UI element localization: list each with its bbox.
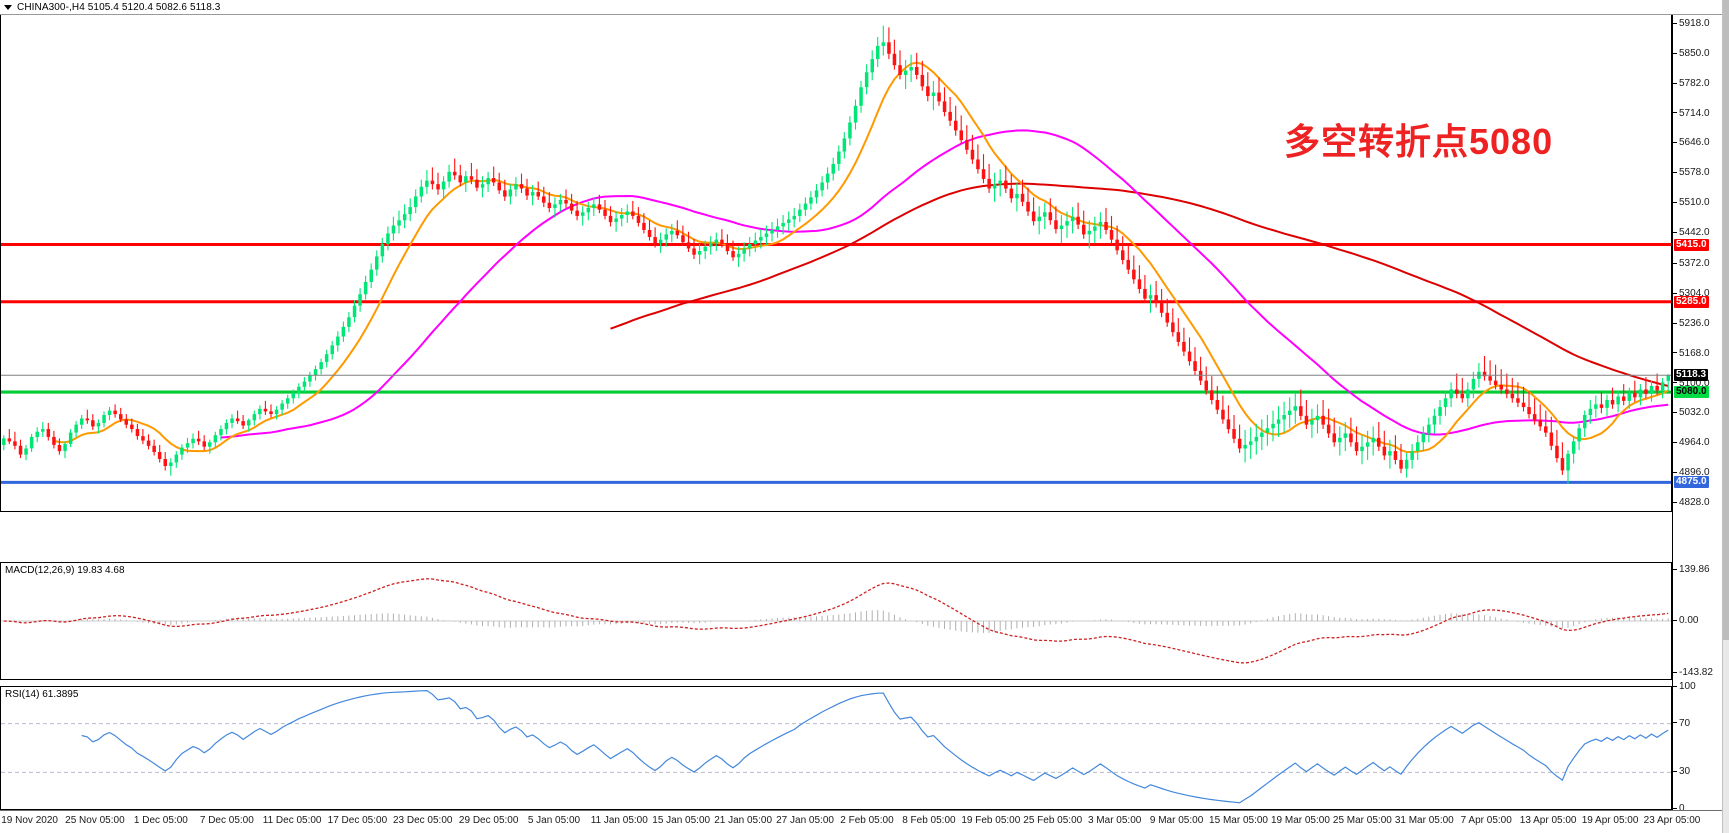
time-tick-label: 27 Jan 05:00 (776, 815, 834, 826)
price-tick: 5100.0 (1673, 378, 1710, 389)
time-tick-label: 25 Mar 05:00 (1332, 815, 1392, 826)
rsi-tick: 0 (1673, 803, 1685, 814)
rsi-label: RSI(14) 61.3895 (5, 689, 79, 700)
price-tick: 5918.0 (1673, 18, 1710, 29)
support-4875-badge[interactable]: 4875.0 (1674, 476, 1709, 489)
macd-plot (1, 578, 1671, 664)
price-plot (1, 25, 1671, 484)
time-tick-label: 15 Jan 05:00 (652, 815, 711, 826)
price-tick: 5442.0 (1673, 227, 1710, 238)
rsi-tick: 30 (1673, 766, 1690, 777)
price-tick: 5236.0 (1673, 318, 1710, 329)
price-tick: 5850.0 (1673, 48, 1710, 59)
macd-indicator-panel[interactable]: MACD(12,26,9) 19.83 4.68 (0, 562, 1672, 680)
symbol-ohlc-label: CHINA300-,H4 5105.4 5120.4 5082.6 5118.3 (17, 1, 221, 13)
time-tick-label: 9 Mar 05:00 (1149, 815, 1204, 826)
resistance-5285-badge[interactable]: 5285.0 (1674, 296, 1709, 309)
time-tick-label: 15 Mar 05:00 (1209, 815, 1268, 826)
time-tick-label: 23 Apr 05:00 (1643, 815, 1701, 826)
chart-titlebar: CHINA300-,H4 5105.4 5120.4 5082.6 5118.3 (0, 0, 1729, 15)
macd-tick: 0.00 (1673, 615, 1698, 626)
support-5080-badge[interactable]: 5080.0 (1674, 386, 1709, 399)
chevron-down-icon[interactable] (4, 4, 12, 10)
macd-tick: 139.86 (1673, 564, 1710, 575)
time-tick-label: 21 Jan 05:00 (714, 815, 773, 826)
price-tick: 4964.0 (1673, 437, 1710, 448)
macd-tick: -143.82 (1673, 667, 1713, 678)
vertical-scrollbar[interactable] (1722, 0, 1729, 833)
time-tick-label: 19 Apr 05:00 (1581, 815, 1639, 826)
time-tick-label: 25 Feb 05:00 (1023, 815, 1083, 826)
rsi-tick: 100 (1673, 681, 1696, 692)
price-tick: 5578.0 (1673, 167, 1710, 178)
price-tick: 5714.0 (1673, 108, 1710, 119)
time-tick-label: 8 Feb 05:00 (902, 815, 956, 826)
time-tick-label: 29 Dec 05:00 (458, 815, 519, 826)
time-tick-label: 17 Dec 05:00 (327, 815, 388, 826)
time-tick-label: 5 Jan 05:00 (527, 815, 581, 826)
macd-label: MACD(12,26,9) 19.83 4.68 (5, 565, 125, 576)
scrollbar-thumb[interactable] (1723, 0, 1729, 640)
price-tick: 4828.0 (1673, 497, 1710, 508)
time-tick-label: 19 Feb 05:00 (961, 815, 1021, 826)
time-tick-label: 23 Dec 05:00 (392, 815, 453, 826)
time-tick-label: 19 Mar 05:00 (1270, 815, 1330, 826)
price-tick: 5168.0 (1673, 348, 1710, 359)
rsi-indicator-panel[interactable]: RSI(14) 61.3895 (0, 686, 1672, 810)
price-tick: 5372.0 (1673, 258, 1710, 269)
time-tick-label: 11 Dec 05:00 (262, 815, 322, 826)
last-price-5118-badge[interactable]: 5118.3 (1674, 369, 1709, 382)
time-tick-label: 19 Nov 2020 (1, 815, 58, 826)
time-tick-label: 2 Feb 05:00 (840, 815, 894, 826)
price-scale[interactable]: 5918.0 5850.0 5782.0 5714.0 5646.0 5578.0 5510… (1672, 15, 1729, 814)
price-tick: 5646.0 (1673, 137, 1710, 148)
price-tick: 5304.0 (1673, 288, 1710, 299)
price-tick: 5032.0 (1673, 407, 1710, 418)
time-tick-label: 7 Apr 05:00 (1460, 815, 1512, 826)
time-tick-label: 13 Apr 05:00 (1519, 815, 1577, 826)
rsi-tick: 70 (1673, 718, 1690, 729)
time-tick-label: 25 Nov 05:00 (65, 815, 125, 826)
time-tick-label: 1 Dec 05:00 (133, 815, 188, 826)
resistance-5415-badge[interactable]: 5415.0 (1674, 239, 1709, 252)
time-tick-label: 3 Mar 05:00 (1087, 815, 1142, 826)
price-tick: 5782.0 (1673, 78, 1710, 89)
time-tick-label: 11 Jan 05:00 (590, 815, 648, 826)
time-tick-label: 31 Mar 05:00 (1394, 815, 1454, 826)
rsi-plot (1, 689, 1671, 804)
price-tick: 5510.0 (1673, 197, 1710, 208)
price-tick: 4896.0 (1673, 467, 1710, 478)
price-chart-panel[interactable] (0, 15, 1672, 512)
time-tick-label: 7 Dec 05:00 (199, 815, 254, 826)
chart-annotation-text: 多空转折点5080 (1284, 121, 1554, 162)
time-axis[interactable]: 19 Nov 2020 25 Nov 05:00 1 Dec 05:00 7 Dec … (0, 810, 1729, 833)
